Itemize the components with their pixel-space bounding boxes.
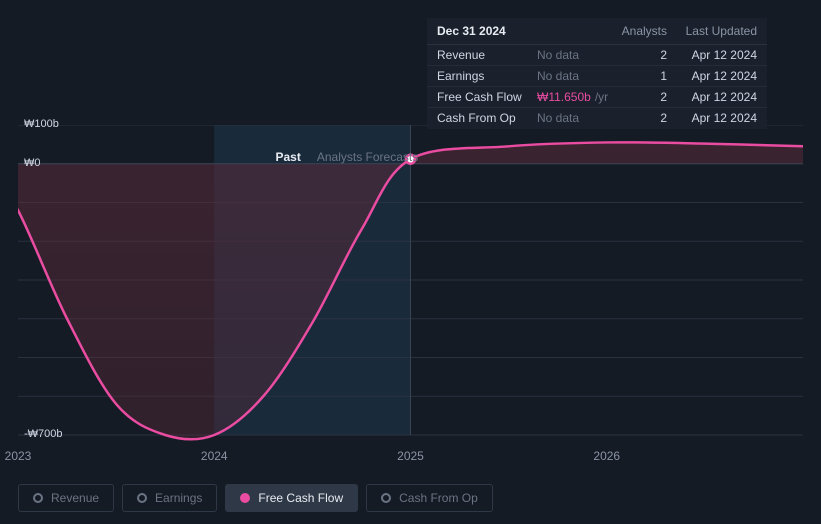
tooltip-value: No data bbox=[537, 48, 617, 62]
tooltip-updated: Apr 12 2024 bbox=[667, 111, 757, 125]
x-axis-label: 2026 bbox=[593, 449, 620, 463]
forecast-label: Analysts Forecasts bbox=[317, 150, 418, 164]
tooltip-panel: Dec 31 2024 Analysts Last Updated Revenu… bbox=[427, 18, 767, 129]
legend-revenue[interactable]: Revenue bbox=[18, 484, 114, 512]
legend-label: Earnings bbox=[155, 491, 202, 505]
chart-area[interactable]: ₩100b₩0-₩700b 2023202420252026 Past Anal… bbox=[18, 125, 803, 445]
legend-dot-icon bbox=[33, 493, 43, 503]
tooltip-metric: Cash From Op bbox=[437, 111, 537, 125]
tooltip-col-updated: Last Updated bbox=[667, 24, 757, 38]
legend-dot-icon bbox=[137, 493, 147, 503]
tooltip-updated: Apr 12 2024 bbox=[667, 69, 757, 83]
legend: Revenue Earnings Free Cash Flow Cash From O… bbox=[18, 484, 493, 512]
legend-free-cash-flow[interactable]: Free Cash Flow bbox=[225, 484, 358, 512]
y-axis-label: ₩0 bbox=[24, 157, 41, 169]
tooltip-analysts: 2 bbox=[617, 111, 667, 125]
legend-label: Free Cash Flow bbox=[258, 491, 343, 505]
tooltip-analysts: 2 bbox=[617, 48, 667, 62]
tooltip-col-analysts: Analysts bbox=[607, 24, 667, 38]
legend-dot-icon bbox=[240, 493, 250, 503]
tooltip-row: EarningsNo data1Apr 12 2024 bbox=[427, 66, 767, 87]
tooltip-row: Cash From OpNo data2Apr 12 2024 bbox=[427, 108, 767, 129]
tooltip-metric: Revenue bbox=[437, 48, 537, 62]
chart-period-labels: Past Analysts Forecasts bbox=[276, 150, 419, 164]
x-axis-label: 2025 bbox=[397, 449, 424, 463]
tooltip-updated: Apr 12 2024 bbox=[667, 48, 757, 62]
chart-svg bbox=[18, 125, 803, 445]
tooltip-row: Free Cash Flow₩11.650b/yr2Apr 12 2024 bbox=[427, 87, 767, 108]
x-axis-label: 2024 bbox=[201, 449, 228, 463]
x-axis-label: 2023 bbox=[5, 449, 32, 463]
tooltip-analysts: 2 bbox=[617, 90, 667, 104]
legend-cash-from-op[interactable]: Cash From Op bbox=[366, 484, 493, 512]
legend-label: Cash From Op bbox=[399, 491, 478, 505]
tooltip-header: Dec 31 2024 Analysts Last Updated bbox=[427, 18, 767, 45]
tooltip-updated: Apr 12 2024 bbox=[667, 90, 757, 104]
tooltip-date: Dec 31 2024 bbox=[437, 24, 607, 38]
past-label: Past bbox=[276, 150, 301, 164]
tooltip-analysts: 1 bbox=[617, 69, 667, 83]
y-axis-label: ₩100b bbox=[24, 118, 59, 130]
tooltip-value: No data bbox=[537, 69, 617, 83]
tooltip-value: ₩11.650b/yr bbox=[537, 90, 617, 104]
tooltip-row: RevenueNo data2Apr 12 2024 bbox=[427, 45, 767, 66]
legend-dot-icon bbox=[381, 493, 391, 503]
tooltip-metric: Earnings bbox=[437, 69, 537, 83]
y-axis-label: -₩700b bbox=[24, 428, 63, 440]
legend-earnings[interactable]: Earnings bbox=[122, 484, 217, 512]
tooltip-metric: Free Cash Flow bbox=[437, 90, 537, 104]
tooltip-value: No data bbox=[537, 111, 617, 125]
legend-label: Revenue bbox=[51, 491, 99, 505]
